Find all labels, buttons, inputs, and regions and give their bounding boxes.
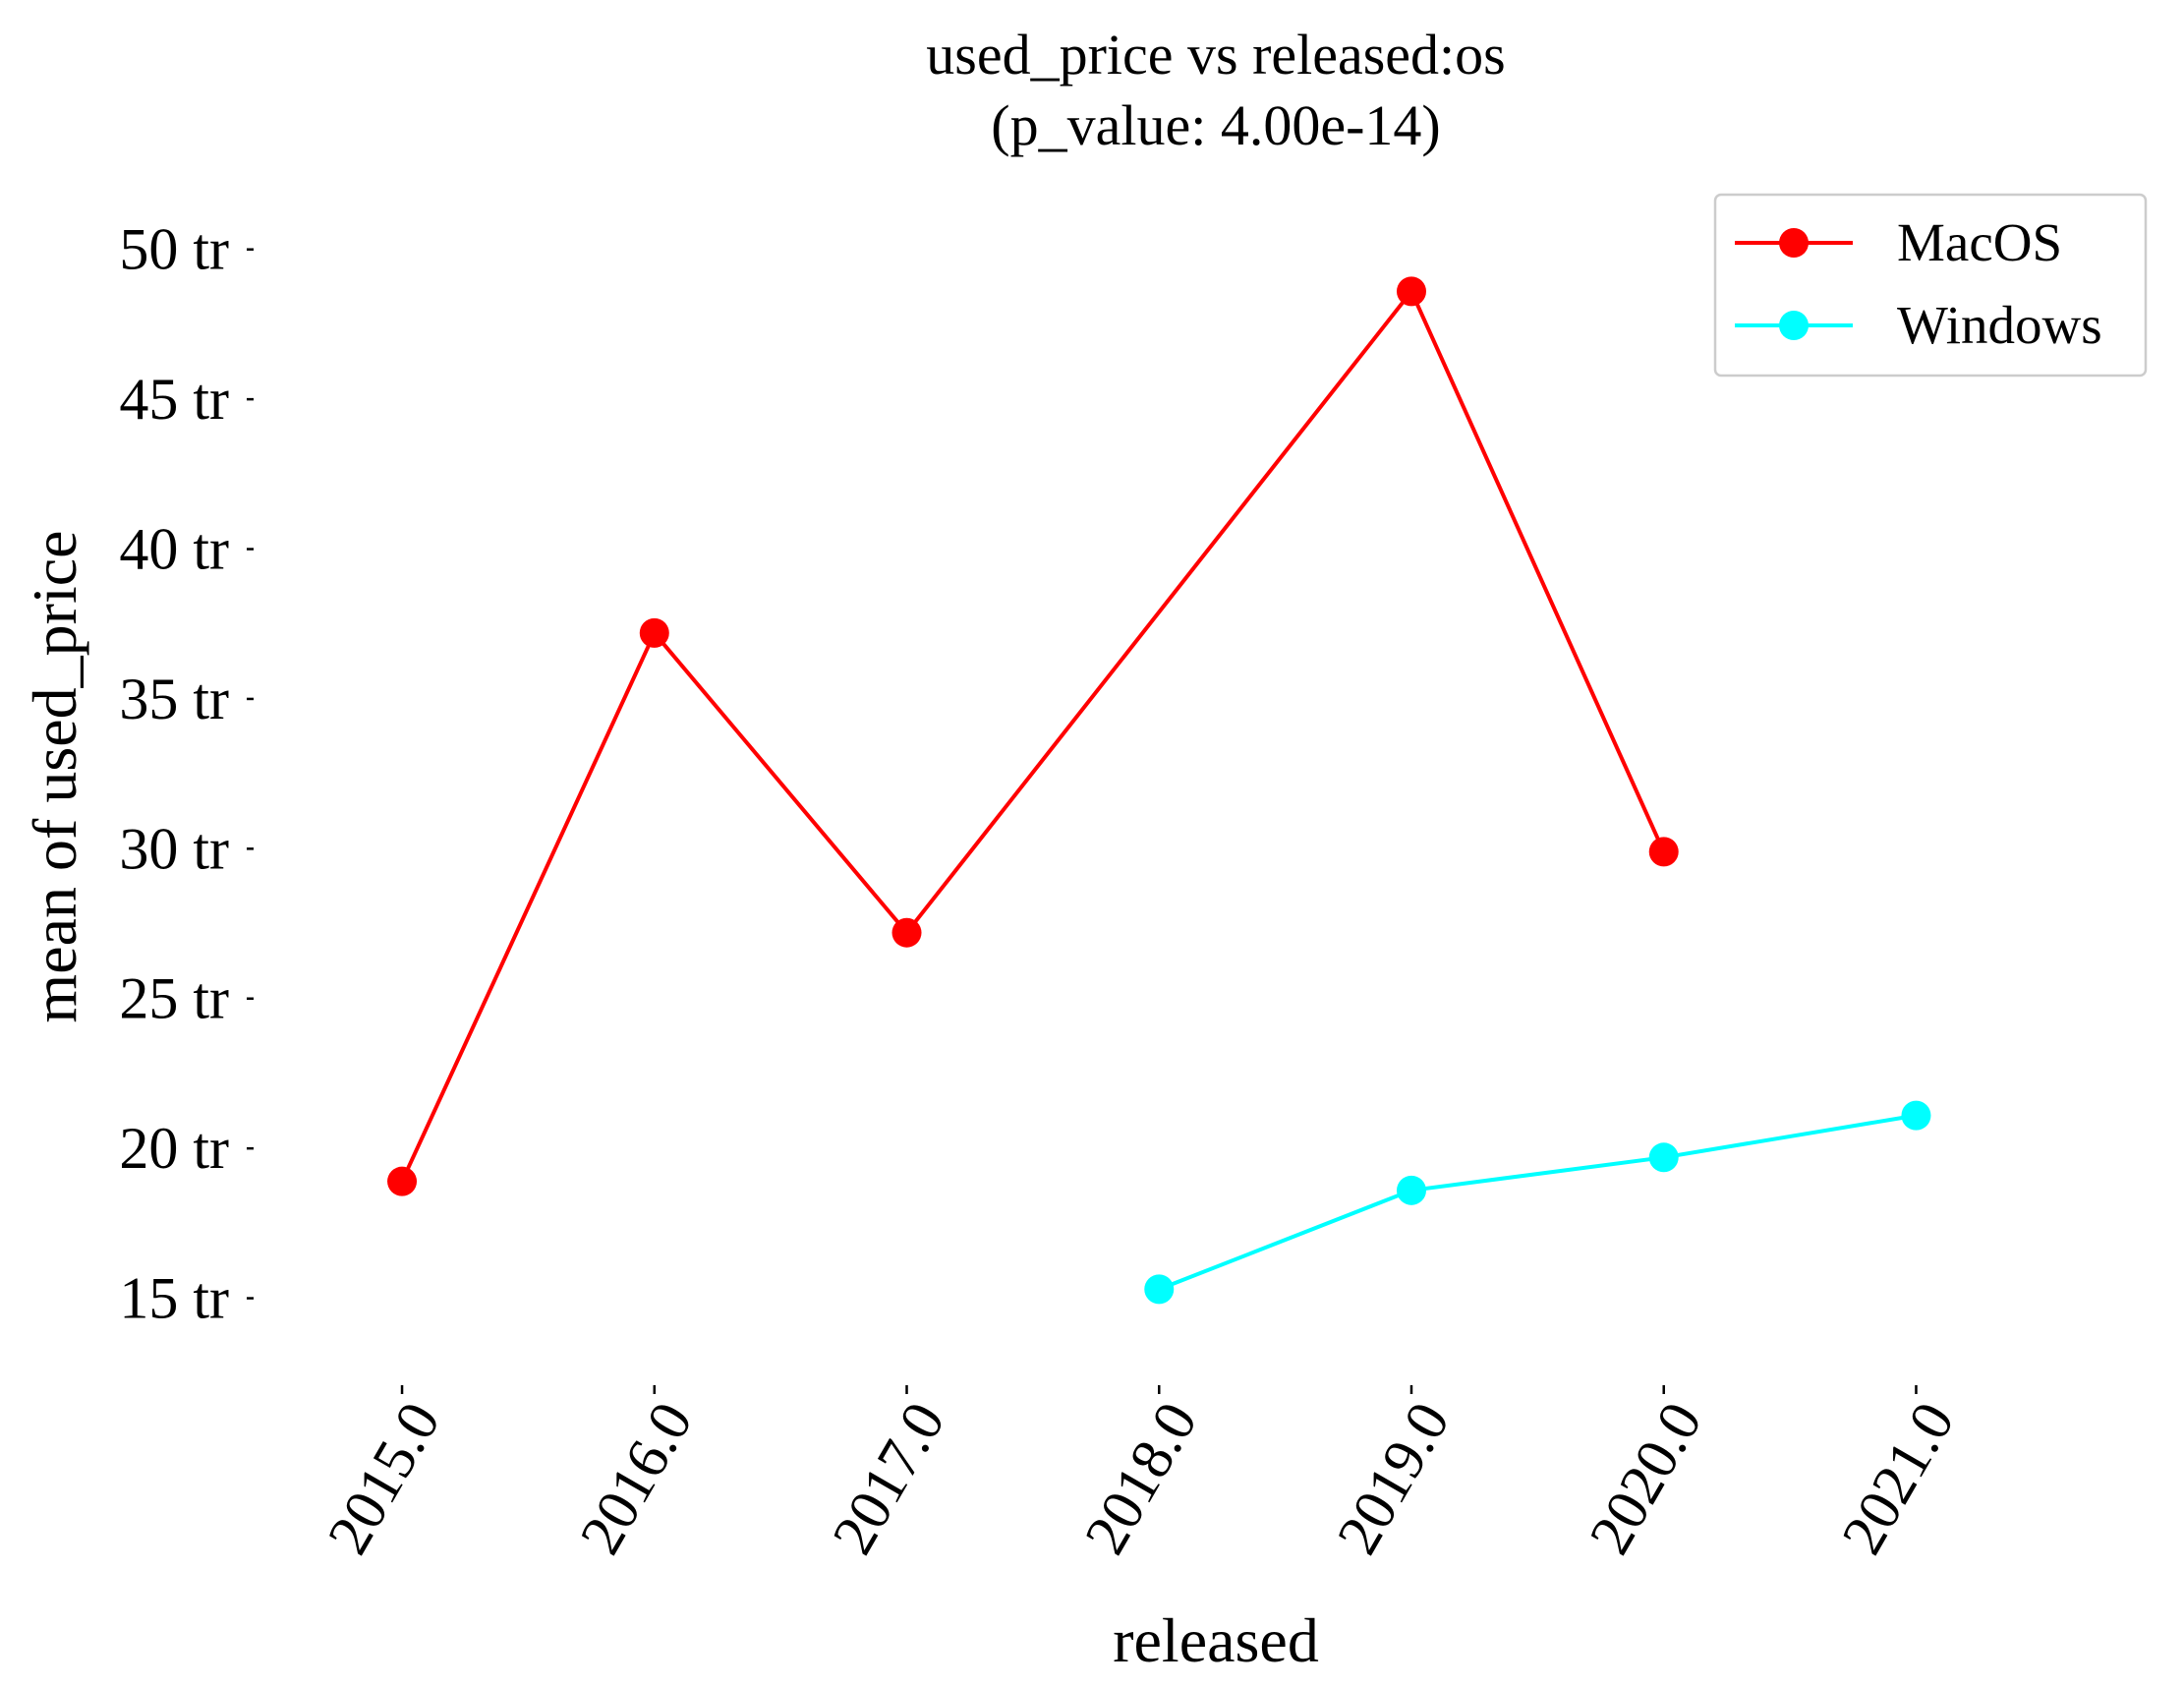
x-axis-label: released (1113, 1605, 1319, 1675)
data-point-macos (891, 917, 922, 948)
y-tick-label: 20 tr (119, 1116, 229, 1181)
x-tick-label: 2015.0 (316, 1392, 453, 1565)
legend: MacOS Windows (1713, 193, 2148, 378)
data-point-macos (387, 1166, 418, 1196)
y-tick-label: 40 tr (119, 517, 229, 582)
x-axis: 2015.0 2016.0 2017.0 2018.0 2019.0 2020.0 2021… (316, 1385, 1967, 1564)
y-axis: 15 tr 20 tr 25 tr 30 tr 35 tr 40 tr 45 tr 50 tr (119, 217, 254, 1331)
x-tick-label: 2018.0 (1072, 1392, 1210, 1565)
data-point-windows (1144, 1274, 1175, 1305)
x-tick-label: 2021.0 (1829, 1392, 1967, 1565)
data-point-macos (639, 617, 669, 648)
chart-title: used_price vs released:os (926, 23, 1505, 87)
legend-label-macos: MacOS (1897, 212, 2062, 272)
data-point-macos (1396, 276, 1426, 307)
legend-marker-macos (1779, 228, 1809, 258)
data-point-windows (1648, 1142, 1679, 1173)
y-axis-label: mean of used_price (20, 530, 89, 1022)
x-tick-label: 2020.0 (1577, 1392, 1714, 1565)
y-tick-label: 50 tr (119, 217, 229, 282)
x-tick-label: 2019.0 (1325, 1392, 1463, 1565)
series-layer (387, 276, 1931, 1305)
legend-frame (1713, 193, 2148, 378)
data-point-windows (1396, 1175, 1426, 1205)
data-point-windows (1901, 1100, 1931, 1131)
x-tick-label: 2017.0 (820, 1392, 957, 1565)
y-tick-label: 25 tr (119, 966, 229, 1031)
series-line-macos (400, 289, 1666, 1183)
y-tick-label: 30 tr (119, 816, 229, 881)
data-point-macos (1648, 837, 1679, 867)
legend-marker-windows (1779, 311, 1809, 340)
chart-subtitle: (p_value: 4.00e-14) (991, 93, 1440, 157)
y-tick-label: 15 tr (119, 1266, 229, 1331)
x-tick-label: 2016.0 (567, 1392, 705, 1565)
y-tick-label: 35 tr (119, 667, 229, 731)
series-line-windows (1158, 1113, 1917, 1292)
legend-label-windows: Windows (1897, 295, 2102, 355)
y-tick-label: 45 tr (119, 367, 229, 432)
